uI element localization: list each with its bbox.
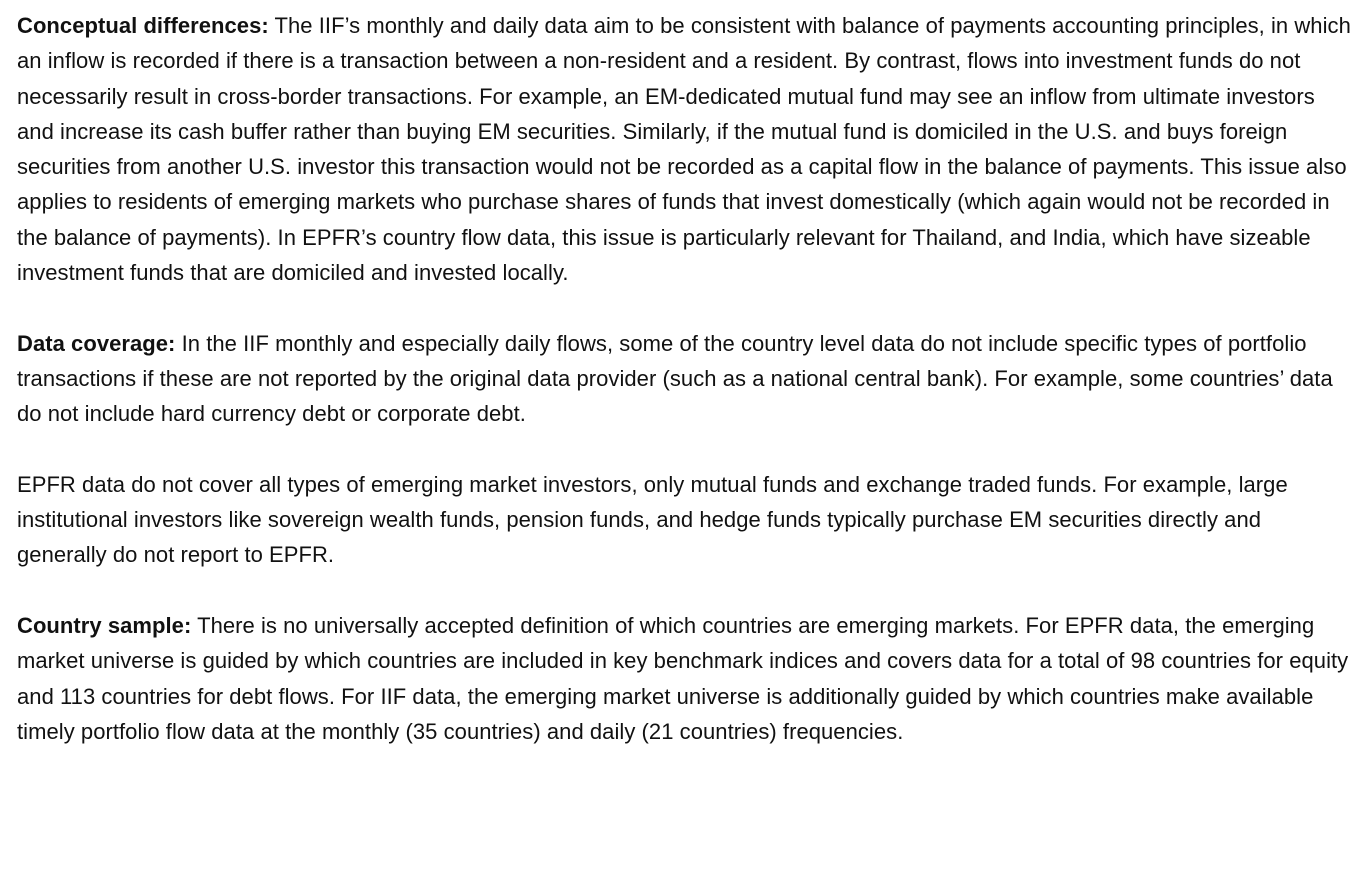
paragraph-conceptual-differences: Conceptual differences: The IIF’s monthl… <box>17 8 1352 290</box>
paragraph-text-epfr-coverage: EPFR data do not cover all types of emer… <box>17 471 1288 568</box>
paragraph-data-coverage: Data coverage: In the IIF monthly and es… <box>17 326 1352 432</box>
paragraph-text-data-coverage: In the IIF monthly and especially daily … <box>17 330 1333 427</box>
paragraph-spacer <box>17 573 1352 608</box>
paragraph-text-conceptual-differences: The IIF’s monthly and daily data aim to … <box>17 13 1351 286</box>
paragraph-spacer <box>17 290 1352 325</box>
paragraph-heading-country-sample: Country sample: <box>17 613 192 639</box>
paragraph-heading-conceptual-differences: Conceptual differences: <box>17 13 269 38</box>
paragraph-heading-data-coverage: Data coverage: <box>17 330 176 356</box>
paragraph-country-sample: Country sample: There is no universally … <box>17 608 1352 749</box>
paragraph-epfr-coverage: EPFR data do not cover all types of emer… <box>17 467 1352 573</box>
paragraph-text-country-sample: There is no universally accepted definit… <box>17 613 1349 744</box>
paragraph-spacer <box>17 432 1352 467</box>
document-body: Conceptual differences: The IIF’s monthl… <box>17 8 1352 749</box>
